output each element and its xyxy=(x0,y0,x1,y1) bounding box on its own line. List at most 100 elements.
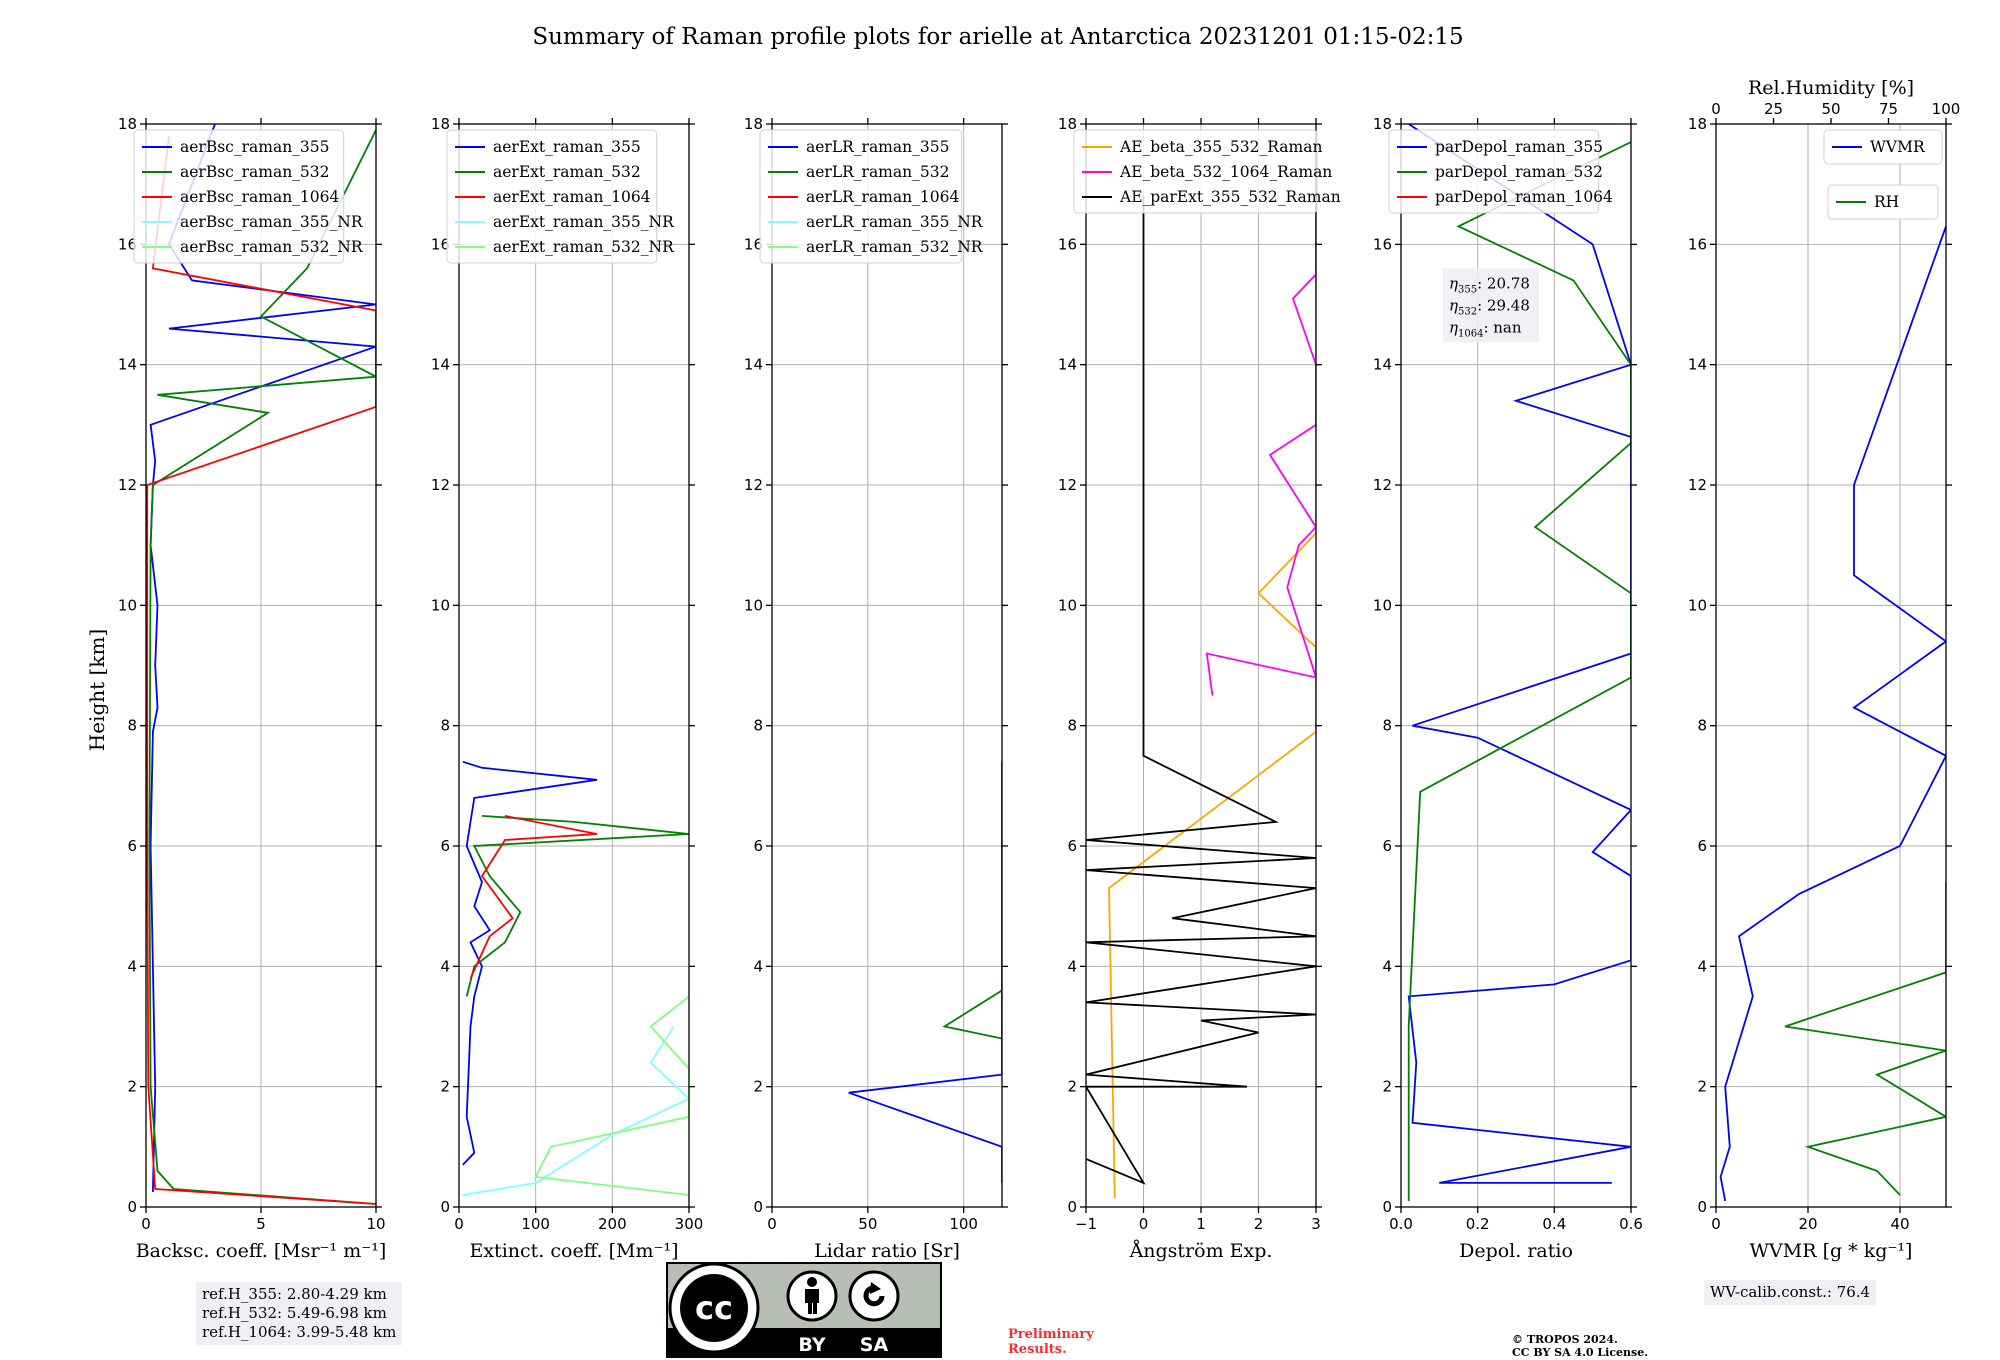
figure-title: Summary of Raman profile plots for ariel… xyxy=(532,24,1463,50)
legend-entry: aerExt_raman_355_NR xyxy=(493,213,675,231)
panel-3: 0 2 4 6 8 10 12 14 16 18 0 50 100 Lidar ratio [Sr] aer… xyxy=(744,115,1008,1262)
series-parDepol_raman_532 xyxy=(1407,141,1631,1201)
y-tick-label: 0 xyxy=(1697,1198,1707,1216)
y-tick-label: 18 xyxy=(744,115,763,133)
y-tick-label: 14 xyxy=(431,356,450,374)
y-tick-label: 2 xyxy=(1382,1078,1392,1096)
legend-entry: aerLR_raman_355_NR xyxy=(806,213,984,231)
series-RH xyxy=(1784,882,1946,1196)
cc-logo-text: cc xyxy=(695,1289,733,1327)
x-tick-label: 0 xyxy=(767,1215,777,1233)
legend-entry: aerExt_raman_532 xyxy=(493,163,641,181)
eta-label: η532: 29.48 xyxy=(1449,296,1530,317)
legend: parDepol_raman_355 parDepol_raman_532 parD… xyxy=(1388,129,1613,214)
series-group xyxy=(1407,124,1631,1201)
x-tick-label: 0.4 xyxy=(1542,1215,1566,1233)
y-tick-label: 16 xyxy=(744,235,763,253)
y-tick-label: 16 xyxy=(1058,235,1077,253)
y-tick-label: 0 xyxy=(127,1198,137,1216)
plot-frame xyxy=(771,123,1003,1208)
legend-entry: aerLR_raman_532_NR xyxy=(806,238,984,256)
x-tick-label: 3 xyxy=(1311,1215,1321,1233)
y-tick-label: 10 xyxy=(1688,596,1707,614)
y-tick-label: 2 xyxy=(1067,1078,1077,1096)
eta-label: η1064: nan xyxy=(1449,318,1522,339)
y-tick-label: 6 xyxy=(1697,837,1707,855)
legend-entry: aerLR_raman_532 xyxy=(806,163,949,181)
legend: aerBsc_raman_355 aerBsc_raman_532 aerBsc_r… xyxy=(133,129,364,264)
y-tick-label: 12 xyxy=(1373,476,1392,494)
x2-tick-label: 100 xyxy=(1932,100,1961,118)
series-aerExt_raman_1064 xyxy=(469,815,598,979)
x-tick-label: 0.2 xyxy=(1466,1215,1490,1233)
x-tick-label: 40 xyxy=(1890,1215,1909,1233)
by-label: BY xyxy=(798,1334,825,1356)
y-tick-label: 4 xyxy=(127,957,137,975)
y-tick-label: 14 xyxy=(1373,356,1392,374)
series-aerBsc_raman_355 xyxy=(149,124,376,1193)
series-aerExt_raman_532 xyxy=(465,815,689,997)
copyright-line-2: CC BY SA 4.0 License. xyxy=(1512,1346,1649,1359)
x2-tick-label: 25 xyxy=(1764,100,1783,118)
preliminary-line-1: Preliminary xyxy=(1008,1327,1094,1342)
legend-entry: aerExt_raman_1064 xyxy=(493,188,651,206)
plot-frame xyxy=(458,123,690,1208)
plot-frame xyxy=(1400,123,1632,1208)
series-aerExt_raman_532_NR xyxy=(534,995,689,1196)
eta-label: η355: 20.78 xyxy=(1449,274,1530,295)
ref-height-1064: ref.H_1064: 3.99-5.48 km xyxy=(202,1323,397,1341)
y-tick-label: 14 xyxy=(744,356,763,374)
series-aerExt_raman_355 xyxy=(462,760,598,1166)
legend-entry: aerBsc_raman_355 xyxy=(180,138,330,156)
copyright-note: © TROPOS 2024. CC BY SA 4.0 License. xyxy=(1512,1333,1648,1359)
series-aerLR_raman_532 xyxy=(942,846,1002,1040)
y-tick-label: 8 xyxy=(127,717,137,735)
y-axis-label: Height [km] xyxy=(85,629,109,751)
reference-heights-box: ref.H_355: 2.80-4.29 km ref.H_532: 5.49-… xyxy=(196,1282,403,1345)
x-tick-label: 300 xyxy=(675,1215,704,1233)
series-AE_parExt_355_532_Raman xyxy=(1086,196,1316,1185)
legend-entry: parDepol_raman_532 xyxy=(1435,163,1603,181)
series-group xyxy=(146,124,376,1205)
legend-frame xyxy=(759,129,962,264)
series-aerBsc_raman_532 xyxy=(148,129,376,1205)
x-axis-label: Backsc. coeff. [Msr⁻¹ m⁻¹] xyxy=(136,1240,387,1262)
series-AE_beta_532_1064_Raman xyxy=(1205,136,1316,696)
y-tick-label: 10 xyxy=(431,596,450,614)
panels: 0 2 4 6 8 10 12 14 16 18 0 5 10 Backsc. coeff. [Msr⁻¹… xyxy=(118,77,1960,1262)
legend-frame xyxy=(1388,129,1600,214)
legend-entry: AE_beta_355_532_Raman xyxy=(1119,138,1322,156)
legend: aerLR_raman_355 aerLR_raman_532 aerLR_rama… xyxy=(759,129,984,264)
series-parDepol_raman_355 xyxy=(1407,124,1631,1184)
cc-by-sa-license-badge: cc BY SA xyxy=(666,1262,942,1358)
x-tick-label: 2 xyxy=(1254,1215,1264,1233)
share-alike-icon xyxy=(848,1270,900,1322)
x-axis-label: Extinct. coeff. [Mm⁻¹] xyxy=(469,1240,678,1262)
y-tick-label: 12 xyxy=(118,476,137,494)
y-tick-label: 14 xyxy=(1058,356,1077,374)
x-tick-label: 50 xyxy=(858,1215,877,1233)
legend-frame xyxy=(1823,129,1943,165)
y-tick-label: 6 xyxy=(127,837,137,855)
panel-1: 0 2 4 6 8 10 12 14 16 18 0 5 10 Backsc. coeff. [Msr⁻¹… xyxy=(118,115,386,1262)
y-tick-label: 16 xyxy=(1688,235,1707,253)
x-tick-label: 100 xyxy=(949,1215,978,1233)
series-AE_beta_355_532_Raman xyxy=(1108,220,1316,1199)
y-tick-label: 6 xyxy=(1382,837,1392,855)
y-tick-label: 6 xyxy=(440,837,450,855)
preliminary-results-note: Preliminary Results. xyxy=(1008,1327,1094,1357)
x-tick-label: 5 xyxy=(256,1215,266,1233)
y-tick-label: 8 xyxy=(440,717,450,735)
sa-label: SA xyxy=(860,1334,889,1356)
series-group xyxy=(848,761,1002,1183)
y-tick-label: 18 xyxy=(1058,115,1077,133)
legend-entry: parDepol_raman_1064 xyxy=(1435,188,1613,206)
y-tick-label: 10 xyxy=(118,596,137,614)
legend-entry: aerExt_raman_355 xyxy=(493,138,641,156)
series-group xyxy=(1719,225,1946,1202)
y-tick-label: 16 xyxy=(431,235,450,253)
attribution-person-icon xyxy=(786,1270,838,1322)
x-tick-label: 200 xyxy=(598,1215,627,1233)
